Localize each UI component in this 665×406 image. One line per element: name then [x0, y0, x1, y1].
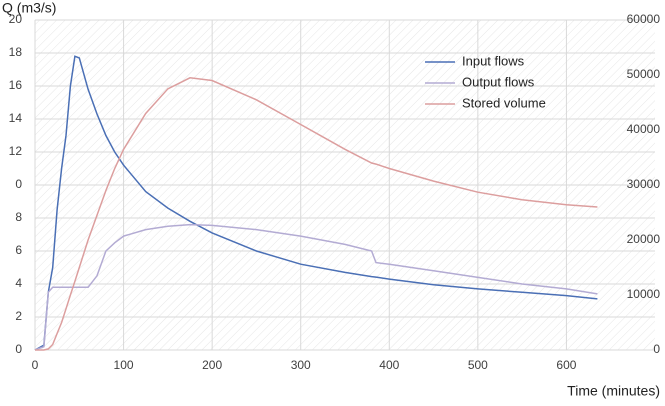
y-tick-label: 14 [9, 111, 23, 125]
x-tick-label: 500 [468, 358, 488, 372]
y-tick-label: 6 [15, 243, 22, 257]
x-tick-label: 600 [556, 358, 576, 372]
y-tick-label: 20 [9, 12, 23, 26]
y-tick-label: 0 [15, 177, 22, 191]
y2-tick-label: 10000 [627, 287, 661, 301]
y-tick-label: 4 [15, 276, 22, 290]
y-tick-label: 8 [15, 210, 22, 224]
x-axis-label: Time (minutes) [567, 383, 660, 399]
series-line [35, 77, 598, 351]
legend-label: Output flows [462, 74, 535, 89]
y-tick-label: 12 [9, 144, 23, 158]
x-tick-label: 300 [291, 358, 311, 372]
y2-tick-label: 50000 [627, 67, 661, 81]
legend-label: Input flows [462, 53, 525, 68]
series-line [34, 223, 598, 351]
y2-tick-label: 20000 [627, 232, 661, 246]
x-tick-label: 100 [114, 358, 134, 372]
y-tick-label: 16 [9, 78, 23, 92]
y-tick-label: 0 [15, 342, 22, 356]
legend-label: Stored volume [462, 95, 546, 110]
x-tick-label: 200 [202, 358, 222, 372]
y2-tick-label: 0 [653, 342, 660, 356]
y2-tick-label: 40000 [627, 122, 661, 136]
y-tick-label: 18 [9, 45, 23, 59]
series-line [34, 55, 598, 351]
y2-tick-label: 30000 [627, 177, 661, 191]
y-tick-label: 2 [15, 309, 22, 323]
x-tick-label: 400 [379, 358, 399, 372]
y2-tick-label: 60000 [627, 12, 661, 26]
x-tick-label: 0 [32, 358, 39, 372]
y-axis-label: Q (m3/s) [2, 0, 56, 16]
